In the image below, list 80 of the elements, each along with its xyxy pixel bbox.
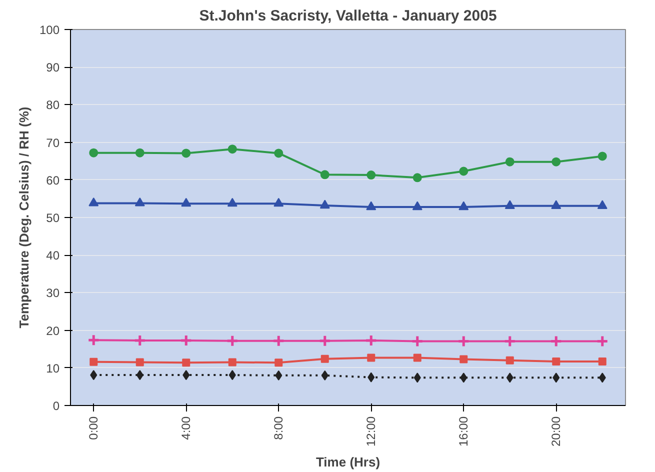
point bbox=[88, 198, 99, 206]
point bbox=[460, 355, 468, 364]
y-tick-label: 10 bbox=[46, 361, 60, 376]
point bbox=[411, 334, 424, 348]
point bbox=[90, 358, 98, 366]
point bbox=[506, 372, 514, 383]
point bbox=[506, 356, 514, 364]
x-tick-label: 12:00 bbox=[364, 416, 378, 447]
y-tick-label: 40 bbox=[46, 248, 60, 263]
point bbox=[368, 372, 375, 382]
point bbox=[182, 148, 191, 158]
x-tick-label: 20:00 bbox=[549, 416, 564, 447]
point bbox=[228, 144, 237, 154]
point bbox=[275, 370, 282, 380]
y-tick-label: 30 bbox=[46, 286, 60, 300]
y-tick-label: 90 bbox=[46, 60, 60, 75]
point bbox=[412, 173, 422, 182]
point bbox=[182, 370, 190, 380]
point bbox=[136, 370, 144, 380]
point bbox=[366, 170, 376, 180]
y-axis-title: Temperature (Deg. Celsius) / RH (%) bbox=[16, 106, 32, 328]
point bbox=[367, 354, 376, 362]
y-tick-label: 70 bbox=[46, 136, 60, 150]
point bbox=[87, 334, 100, 346]
point bbox=[320, 200, 330, 209]
x-axis-title: Time (Hrs) bbox=[316, 454, 380, 470]
point bbox=[320, 354, 329, 363]
point bbox=[228, 370, 236, 380]
point bbox=[227, 198, 238, 207]
point bbox=[228, 358, 236, 366]
point bbox=[90, 370, 98, 380]
point bbox=[274, 198, 284, 207]
point bbox=[136, 358, 144, 366]
point bbox=[182, 358, 190, 367]
chart-title: St.John's Sacristy, Valletta - January 2005 bbox=[199, 8, 497, 24]
point bbox=[318, 334, 332, 348]
x-tick-label: 4:00 bbox=[179, 416, 194, 440]
point bbox=[134, 198, 145, 206]
x-tick-label: 8:00 bbox=[272, 416, 286, 440]
point bbox=[460, 372, 468, 383]
y-tick-label: 20 bbox=[46, 324, 60, 338]
point bbox=[181, 198, 192, 207]
point bbox=[598, 358, 606, 366]
point bbox=[552, 372, 560, 383]
point bbox=[134, 334, 146, 347]
point bbox=[458, 201, 469, 210]
point bbox=[226, 334, 239, 348]
point bbox=[321, 370, 328, 380]
point bbox=[457, 334, 470, 348]
point bbox=[596, 334, 609, 348]
y-tick-label: 100 bbox=[39, 23, 60, 37]
point bbox=[504, 334, 516, 348]
point bbox=[274, 358, 283, 367]
point bbox=[180, 334, 192, 347]
y-tick-label: 80 bbox=[46, 98, 60, 112]
point bbox=[552, 157, 561, 166]
point bbox=[364, 334, 378, 347]
x-tick-label: 0:00 bbox=[86, 416, 101, 440]
point bbox=[413, 354, 422, 362]
y-tick-label: 50 bbox=[46, 211, 60, 225]
point bbox=[366, 201, 376, 210]
point bbox=[550, 334, 562, 348]
point bbox=[598, 372, 606, 383]
point bbox=[552, 358, 560, 366]
x-tick-label: 16:00 bbox=[456, 416, 471, 447]
point bbox=[597, 200, 608, 209]
point bbox=[414, 372, 421, 383]
point bbox=[412, 201, 422, 210]
point bbox=[274, 148, 284, 158]
point bbox=[504, 200, 515, 209]
point bbox=[89, 148, 98, 158]
point bbox=[598, 152, 607, 161]
point bbox=[320, 170, 330, 180]
y-tick-label: 0 bbox=[52, 399, 60, 413]
point bbox=[551, 200, 562, 209]
point bbox=[459, 166, 468, 176]
point bbox=[272, 334, 285, 348]
point bbox=[135, 148, 144, 158]
point bbox=[505, 157, 514, 166]
y-tick-label: 60 bbox=[46, 173, 60, 188]
